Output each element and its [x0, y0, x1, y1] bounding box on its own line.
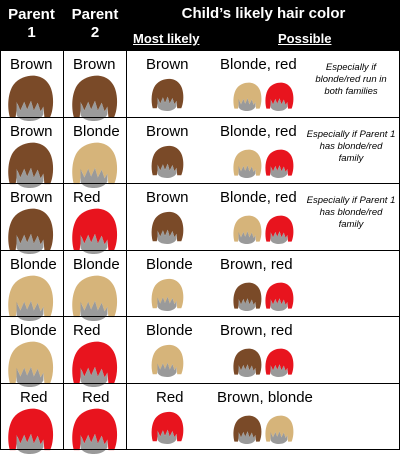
table-row: Brown Red Brown Blonde, red Especially if Pa… — [0, 184, 400, 254]
parent2-label: Blonde — [73, 122, 120, 140]
most-likely-label: Brown — [146, 56, 189, 73]
row-divider — [0, 50, 400, 51]
red-hair-icon — [264, 81, 294, 116]
table-row: Blonde Red Blonde Brown, red — [0, 317, 400, 387]
brown-hair-icon — [6, 140, 54, 193]
blonde-hair-icon — [150, 343, 184, 382]
note-text: Especially if blonde/red run in both fam… — [315, 62, 387, 97]
table-row: Brown Blonde Brown Blonde, red Especially if… — [0, 118, 400, 188]
red-hair-icon — [70, 339, 118, 392]
table-row: Brown Brown Brown Blonde, red Especially if … — [0, 51, 400, 121]
column-divider — [0, 0, 1, 450]
red-hair-icon — [6, 406, 54, 459]
table-row: Red Red Red Brown, blonde — [0, 384, 400, 454]
possible-label: Brown, red — [220, 255, 293, 273]
header-parent-2: Parent 2 — [64, 0, 126, 50]
red-hair-icon — [264, 214, 294, 249]
parent1-label: Brown — [10, 56, 53, 73]
most-likely-label: Brown — [146, 122, 189, 140]
most-likely-label: Blonde — [146, 322, 193, 339]
parent2-label: Brown — [73, 56, 116, 73]
red-hair-icon — [150, 410, 184, 449]
possible-label: Brown, blonde — [217, 388, 313, 406]
parent1-label: Brown — [10, 122, 53, 140]
red-hair-icon — [264, 281, 294, 316]
brown-hair-icon — [70, 73, 118, 126]
row-divider — [0, 116, 400, 118]
most-likely-label: Red — [156, 388, 184, 406]
header-parent-2-line1: Parent — [71, 6, 119, 23]
blonde-hair-icon — [232, 214, 262, 249]
parent1-label: Blonde — [10, 255, 57, 273]
red-hair-icon — [70, 406, 118, 459]
table-row: Blonde Blonde Blonde Brown, red — [0, 251, 400, 321]
blonde-hair-icon — [70, 140, 118, 193]
parent1-label: Blonde — [10, 322, 57, 339]
row-divider — [0, 249, 400, 251]
blonde-hair-icon — [264, 414, 294, 449]
blonde-hair-icon — [6, 273, 54, 326]
row-divider — [0, 183, 400, 184]
brown-hair-icon — [6, 206, 54, 259]
blonde-hair-icon — [232, 81, 262, 116]
row-divider — [0, 316, 400, 317]
brown-hair-icon — [6, 73, 54, 126]
red-hair-icon — [70, 206, 118, 259]
column-divider — [63, 0, 64, 450]
brown-hair-icon — [232, 281, 262, 316]
blonde-hair-icon — [70, 273, 118, 326]
red-hair-icon — [264, 347, 294, 382]
header-child-title: Child’s likely hair color — [181, 5, 346, 22]
parent1-label: Red — [20, 388, 48, 406]
brown-hair-icon — [232, 347, 262, 382]
red-hair-icon — [264, 148, 294, 183]
brown-hair-icon — [150, 144, 184, 183]
header-possible: Possible — [278, 31, 332, 46]
row-divider — [0, 382, 400, 384]
brown-hair-icon — [150, 77, 184, 116]
brown-hair-icon — [232, 414, 262, 449]
most-likely-label: Blonde — [146, 255, 193, 273]
parent2-label: Red — [73, 322, 101, 339]
header-parent-1-line2: 1 — [27, 24, 36, 41]
header-child: Child’s likely hair color Most likely Po… — [127, 0, 400, 50]
header-parent-2-line2: 2 — [90, 24, 100, 41]
possible-label: Blonde, red — [220, 189, 297, 206]
note-text: Especially if Parent 1 has blonde/red fa… — [306, 195, 396, 230]
blonde-hair-icon — [150, 277, 184, 316]
possible-label: Blonde, red — [220, 56, 297, 73]
header-parent-1-line1: Parent — [8, 6, 55, 23]
brown-hair-icon — [150, 210, 184, 249]
column-divider — [126, 0, 127, 450]
blonde-hair-icon — [232, 148, 262, 183]
parent1-label: Brown — [10, 189, 53, 206]
blonde-hair-icon — [6, 339, 54, 392]
most-likely-label: Brown — [146, 189, 189, 206]
possible-label: Blonde, red — [220, 122, 297, 140]
note-text: Especially if Parent 1 has blonde/red fa… — [306, 128, 396, 164]
parent2-label: Red — [73, 189, 101, 206]
parent2-label: Blonde — [73, 255, 120, 273]
header-parent-1: Parent 1 — [0, 0, 63, 50]
possible-label: Brown, red — [220, 322, 293, 339]
header-most-likely: Most likely — [133, 31, 200, 46]
parent2-label: Red — [82, 388, 110, 406]
